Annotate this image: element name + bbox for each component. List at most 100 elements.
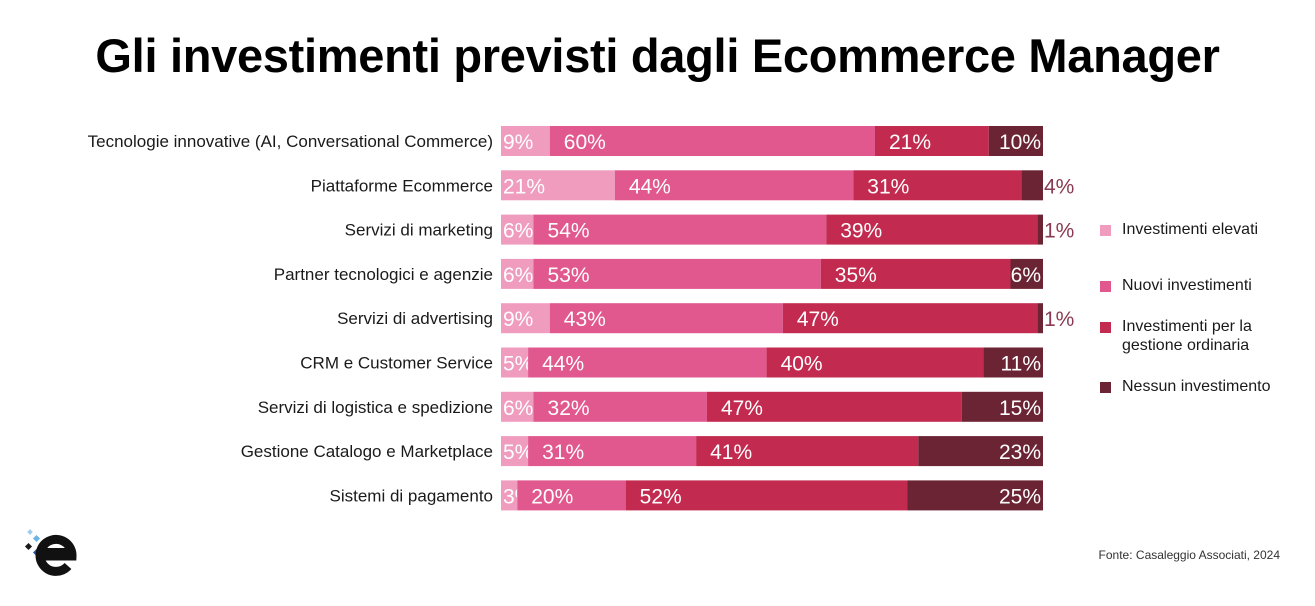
legend-label: Investimenti elevati bbox=[1122, 221, 1259, 238]
data-label: 15% bbox=[999, 397, 1041, 420]
bar-segment bbox=[1021, 170, 1043, 201]
legend-swatch bbox=[1100, 322, 1111, 333]
data-label: 1% bbox=[1044, 220, 1074, 243]
bar-segment bbox=[874, 126, 989, 156]
legend-swatch bbox=[1100, 225, 1111, 236]
brand-logo bbox=[24, 529, 77, 576]
bar-row: Piattaforme Ecommerce 21% 44% 31% 4% bbox=[311, 170, 1074, 201]
data-label: 6% bbox=[503, 264, 533, 287]
data-label: 44% bbox=[629, 175, 671, 198]
data-label: 25% bbox=[999, 485, 1041, 508]
bar-row: CRM e Customer Service 5% 44% 40% 11% bbox=[300, 347, 1043, 378]
category-label: Partner tecnologici e agenzie bbox=[274, 265, 493, 284]
legend-swatch bbox=[1100, 382, 1111, 393]
bar-row: Sistemi di pagamento3%20%52%25% bbox=[330, 480, 1043, 511]
data-label: 43% bbox=[564, 308, 606, 331]
bar-segment bbox=[961, 391, 1043, 422]
data-label: 9% bbox=[503, 131, 533, 154]
category-label: CRM e Customer Service bbox=[300, 354, 493, 373]
data-label: 6% bbox=[503, 220, 533, 243]
bar-segment bbox=[696, 436, 919, 467]
data-label: 41% bbox=[710, 441, 752, 464]
data-label: 44% bbox=[542, 353, 584, 376]
bar-segment bbox=[1010, 258, 1043, 289]
bar-row: Partner tecnologici e agenzie 6% 53% 35% 6% bbox=[274, 258, 1043, 289]
bar-segment bbox=[501, 214, 534, 245]
data-label: 11% bbox=[1001, 353, 1041, 376]
data-label: 5% bbox=[503, 441, 533, 464]
legend-item: Nessun investimento bbox=[1100, 377, 1282, 396]
category-label: Servizi di marketing bbox=[345, 221, 493, 240]
legend-item: Investimenti per la gestione ordinaria bbox=[1100, 317, 1282, 355]
legend-label: Nessun investimento bbox=[1122, 378, 1271, 395]
data-label: 54% bbox=[548, 220, 590, 243]
data-label: 21% bbox=[889, 131, 931, 154]
data-label: 10% bbox=[999, 131, 1041, 154]
data-label: 21% bbox=[503, 175, 545, 198]
data-label: 40% bbox=[781, 353, 823, 376]
data-label: 20% bbox=[531, 485, 573, 508]
bar-row: Gestione Catalogo e Marketplace 5% 31% 41% 2… bbox=[241, 436, 1043, 467]
legend-label: Nuovi investimenti bbox=[1122, 277, 1252, 294]
data-label: 23% bbox=[999, 441, 1041, 464]
data-label: 31% bbox=[867, 175, 909, 198]
data-label: 9% bbox=[503, 308, 533, 331]
chart-title: Gli investimenti previsti dagli Ecommerc… bbox=[95, 29, 1220, 82]
data-label: 6% bbox=[503, 397, 533, 420]
bar-segment bbox=[706, 391, 962, 422]
data-label: 31% bbox=[542, 441, 584, 464]
legend-label: Investimenti per la gestione ordinaria bbox=[1122, 318, 1252, 354]
bar-segment bbox=[782, 303, 1038, 334]
bar-segment bbox=[501, 347, 529, 378]
bar-segment bbox=[549, 303, 783, 334]
stacked-bar-chart: Tecnologie innovative (AI, Conversationa… bbox=[88, 126, 1074, 511]
category-label: Sistemi di pagamento bbox=[330, 486, 493, 505]
bar-segment bbox=[501, 391, 534, 422]
bar-segment bbox=[501, 126, 550, 156]
bar-segment bbox=[826, 214, 1038, 245]
bar-segment bbox=[766, 347, 984, 378]
bar-segment bbox=[501, 480, 518, 511]
bar-segment bbox=[1037, 303, 1043, 334]
category-label: Gestione Catalogo e Marketplace bbox=[241, 442, 493, 461]
bar-segment bbox=[501, 436, 529, 467]
data-label: 6% bbox=[1011, 264, 1041, 287]
bar-row: Servizi di advertising 9% 43% 47% 1% bbox=[337, 303, 1074, 334]
source-note: Fonte: Casaleggio Associati, 2024 bbox=[1098, 548, 1280, 562]
data-label: 53% bbox=[548, 264, 590, 287]
bar-segment bbox=[614, 170, 854, 201]
data-label: 1% bbox=[1044, 308, 1074, 331]
bar-segment bbox=[918, 436, 1043, 467]
bar-segment bbox=[533, 214, 827, 245]
bar-segment bbox=[528, 347, 767, 378]
data-label: 60% bbox=[564, 131, 606, 154]
category-label: Servizi di logistica e spedizione bbox=[258, 398, 493, 417]
bar-segment bbox=[533, 258, 821, 289]
bar-segment bbox=[501, 170, 615, 201]
legend: Investimenti elevati Nuovi investimenti In… bbox=[1100, 0, 1315, 606]
bar-segment bbox=[517, 480, 626, 511]
category-label: Tecnologie innovative (AI, Conversationa… bbox=[88, 132, 493, 151]
bar-segment bbox=[853, 170, 1022, 201]
bar-segment bbox=[501, 258, 534, 289]
bar-row: Tecnologie innovative (AI, Conversationa… bbox=[88, 126, 1043, 156]
legend-item: Nuovi investimenti bbox=[1100, 276, 1282, 295]
bar-segment bbox=[549, 126, 875, 156]
legend-item: Investimenti elevati bbox=[1100, 220, 1282, 239]
bar-segment bbox=[1037, 214, 1043, 245]
bar-row: Servizi di marketing 6% 54% 39% 1% bbox=[345, 214, 1074, 245]
bar-segment bbox=[528, 436, 697, 467]
bar-segment bbox=[907, 480, 1043, 511]
data-label: 4% bbox=[1044, 175, 1074, 198]
bar-row: Servizi di logistica e spedizione 6% 32% 47… bbox=[258, 391, 1043, 422]
bar-segment bbox=[533, 391, 707, 422]
bar-segment bbox=[625, 480, 908, 511]
category-label: Piattaforme Ecommerce bbox=[311, 176, 493, 195]
legend-swatch bbox=[1100, 281, 1111, 292]
data-label: 47% bbox=[721, 397, 763, 420]
bar-segment bbox=[820, 258, 1011, 289]
category-label: Servizi di advertising bbox=[337, 309, 493, 328]
bar-segment bbox=[983, 347, 1043, 378]
data-label: 52% bbox=[640, 485, 682, 508]
bar-segment bbox=[501, 303, 550, 334]
